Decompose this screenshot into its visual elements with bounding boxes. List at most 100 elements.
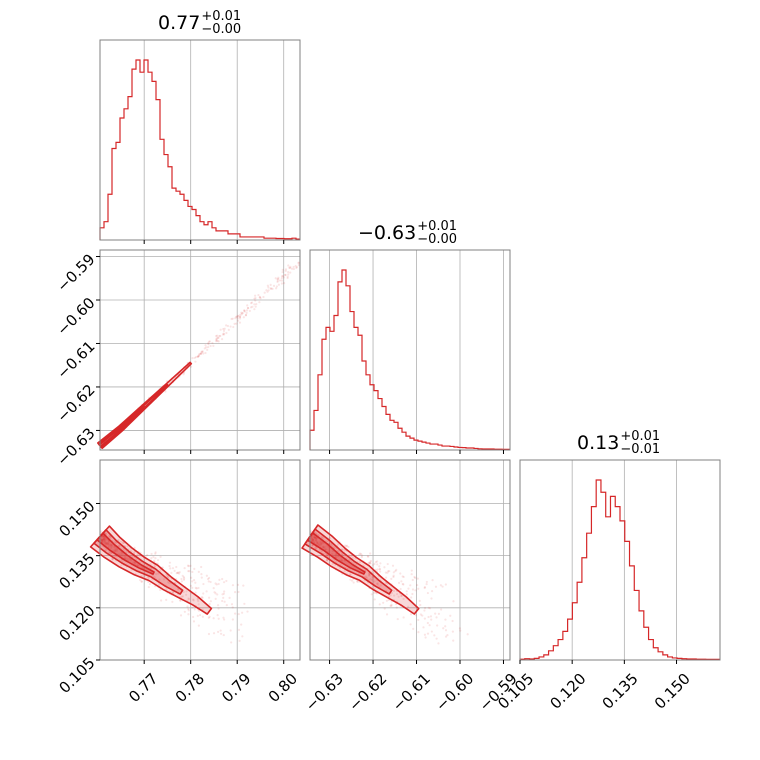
scatter-point: [290, 267, 294, 270]
scatter-point: [171, 600, 174, 603]
scatter-point: [277, 277, 280, 280]
scatter-point: [330, 544, 333, 547]
x-tick-label: −0.61: [389, 670, 434, 715]
scatter-point: [360, 554, 364, 557]
scatter-point: [334, 553, 337, 557]
scatter-point: [194, 591, 197, 594]
scatter-point: [200, 350, 203, 353]
scatter-point: [230, 641, 233, 644]
scatter-point: [212, 344, 215, 348]
scatter-point: [253, 308, 256, 311]
scatter-point: [423, 585, 427, 589]
scatter-point: [201, 350, 204, 353]
scatter-point: [170, 571, 173, 574]
scatter-point: [367, 574, 370, 577]
scatter-point: [402, 597, 405, 601]
scatter-point: [393, 594, 396, 597]
scatter-point: [189, 584, 193, 587]
scatter-point: [223, 590, 226, 593]
scatter-point: [196, 598, 199, 601]
scatter-point: [200, 572, 203, 576]
scatter-point: [109, 552, 113, 555]
scatter-point: [419, 613, 423, 616]
scatter-point: [371, 564, 374, 567]
scatter-point: [349, 573, 352, 576]
scatter-point: [193, 608, 196, 611]
scatter-point: [140, 580, 143, 583]
scatter-point: [338, 566, 342, 570]
scatter-point: [223, 333, 226, 336]
scatter-point: [120, 551, 123, 554]
scatter-point: [280, 275, 284, 278]
scatter-point: [107, 543, 110, 546]
y-tick-label: −0.62: [53, 381, 98, 426]
scatter-point: [327, 548, 330, 551]
scatter-point: [249, 306, 253, 309]
scatter-point: [263, 291, 266, 294]
scatter-point: [202, 592, 205, 595]
scatter-point: [235, 315, 238, 318]
scatter-point: [446, 634, 449, 637]
scatter-point: [208, 602, 211, 606]
scatter-point: [139, 578, 142, 582]
scatter-point: [434, 585, 438, 588]
scatter-point: [201, 596, 204, 599]
scatter-point: [292, 267, 295, 271]
scatter-point: [222, 633, 225, 637]
scatter-point: [400, 594, 403, 598]
scatter-point: [400, 594, 403, 597]
scatter-point: [344, 544, 347, 547]
scatter-point: [287, 273, 290, 276]
scatter-point: [227, 328, 230, 331]
scatter-point: [120, 540, 123, 543]
scatter-point: [343, 549, 346, 552]
scatter-point: [313, 536, 316, 539]
scatter-point: [197, 570, 200, 573]
scatter-point: [409, 623, 412, 626]
scatter-point: [254, 294, 257, 297]
scatter-point: [430, 618, 433, 621]
scatter-point: [295, 265, 298, 269]
scatter-point: [387, 570, 390, 573]
scatter-point: [441, 585, 444, 588]
scatter-point: [315, 537, 318, 540]
scatter-point: [426, 621, 429, 625]
scatter-point: [236, 319, 240, 322]
scatter-point: [219, 334, 222, 338]
scatter-point: [391, 564, 395, 567]
scatter-point: [197, 600, 200, 603]
scatter-point: [280, 279, 284, 282]
x-tick-label: 0.80: [265, 670, 301, 706]
scatter-point: [237, 628, 241, 631]
scatter-point: [400, 580, 403, 583]
scatter-point: [281, 274, 284, 278]
scatter-point: [133, 551, 136, 554]
scatter-point: [193, 567, 196, 570]
scatter-point: [121, 542, 124, 545]
scatter-point: [201, 615, 204, 618]
scatter-point: [392, 575, 395, 579]
scatter-point: [405, 593, 408, 596]
scatter-point: [349, 578, 352, 581]
scatter-point: [430, 630, 433, 633]
scatter-point: [369, 560, 372, 563]
scatter-point: [100, 540, 103, 543]
scatter-point: [107, 542, 110, 545]
scatter-point: [231, 584, 235, 587]
scatter-point: [351, 556, 354, 559]
scatter-point: [275, 287, 278, 290]
scatter-point: [328, 546, 331, 550]
scatter-point: [311, 538, 315, 541]
scatter-point: [402, 583, 405, 586]
scatter-point: [345, 545, 348, 548]
scatter-point: [240, 313, 243, 316]
scatter-point: [185, 593, 188, 596]
scatter-point: [132, 561, 135, 564]
scatter-point: [124, 557, 127, 560]
scatter-point: [277, 276, 280, 279]
scatter-point: [325, 547, 328, 551]
scatter-point: [412, 627, 415, 630]
scatter-point: [236, 315, 240, 318]
scatter-point: [109, 536, 112, 539]
scatter-point: [177, 572, 181, 575]
